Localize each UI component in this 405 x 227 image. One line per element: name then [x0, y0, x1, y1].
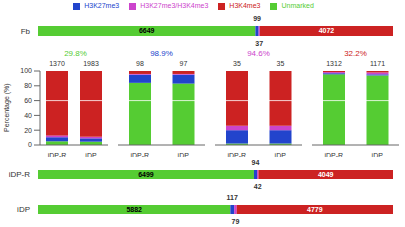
svg-text:Percentage (%): Percentage (%) [8, 83, 11, 132]
svg-text:42: 42 [254, 183, 262, 190]
svg-text:6649: 6649 [139, 27, 155, 34]
svg-text:iDP: iDP [372, 152, 384, 157]
html-text:29.8%: 29.8% [64, 49, 87, 58]
svg-text:20: 20 [24, 127, 32, 134]
svg-text:97: 97 [180, 60, 188, 67]
html-text:98.9%: 98.9% [150, 49, 173, 58]
svg-text:100: 100 [20, 67, 32, 74]
svg-text:iDP-R: iDP-R [48, 152, 67, 157]
html-text:32.2%: 32.2% [344, 49, 367, 58]
svg-text:98: 98 [136, 60, 144, 67]
svg-text:117: 117 [227, 194, 238, 201]
svg-text:80: 80 [24, 82, 32, 89]
svg-text:iDP: iDP [85, 152, 97, 157]
svg-text:iDP-R: iDP-R [227, 152, 246, 157]
html-text:Unmarked: Unmarked [281, 2, 314, 9]
html-text:H3K27me3: H3K27me3 [84, 2, 120, 9]
svg-text:iDP: iDP [275, 152, 287, 157]
svg-text:60: 60 [24, 97, 32, 104]
svg-text:1312: 1312 [326, 60, 342, 67]
svg-text:35: 35 [277, 60, 285, 67]
html-text:94.6%: 94.6% [247, 49, 270, 58]
svg-text:1171: 1171 [370, 60, 385, 67]
svg-text:4049: 4049 [318, 171, 334, 178]
svg-text:6499: 6499 [138, 171, 154, 178]
svg-text:iDP: iDP [178, 152, 190, 157]
svg-text:79: 79 [232, 218, 240, 225]
svg-text:iDP-R: iDP-R [130, 152, 149, 157]
html-text:H3K4me3: H3K4me3 [229, 2, 261, 9]
svg-text:4779: 4779 [307, 206, 323, 213]
svg-text:iDP-R: iDP-R [324, 152, 343, 157]
svg-text:1983: 1983 [83, 60, 99, 67]
svg-text:iDP: iDP [17, 205, 30, 214]
svg-text:99: 99 [253, 15, 261, 22]
svg-text:37: 37 [255, 40, 263, 47]
svg-text:Fb: Fb [21, 27, 31, 36]
html-text:H3K27me3/H3K4me3: H3K27me3/H3K4me3 [140, 2, 209, 9]
svg-text:0: 0 [28, 141, 32, 148]
svg-text:94: 94 [252, 159, 260, 166]
svg-text:35: 35 [233, 60, 241, 67]
svg-text:4072: 4072 [319, 27, 335, 34]
svg-text:iDP-R: iDP-R [9, 170, 31, 179]
svg-text:5882: 5882 [126, 206, 142, 213]
svg-text:40: 40 [24, 112, 32, 119]
svg-text:1370: 1370 [49, 60, 65, 67]
